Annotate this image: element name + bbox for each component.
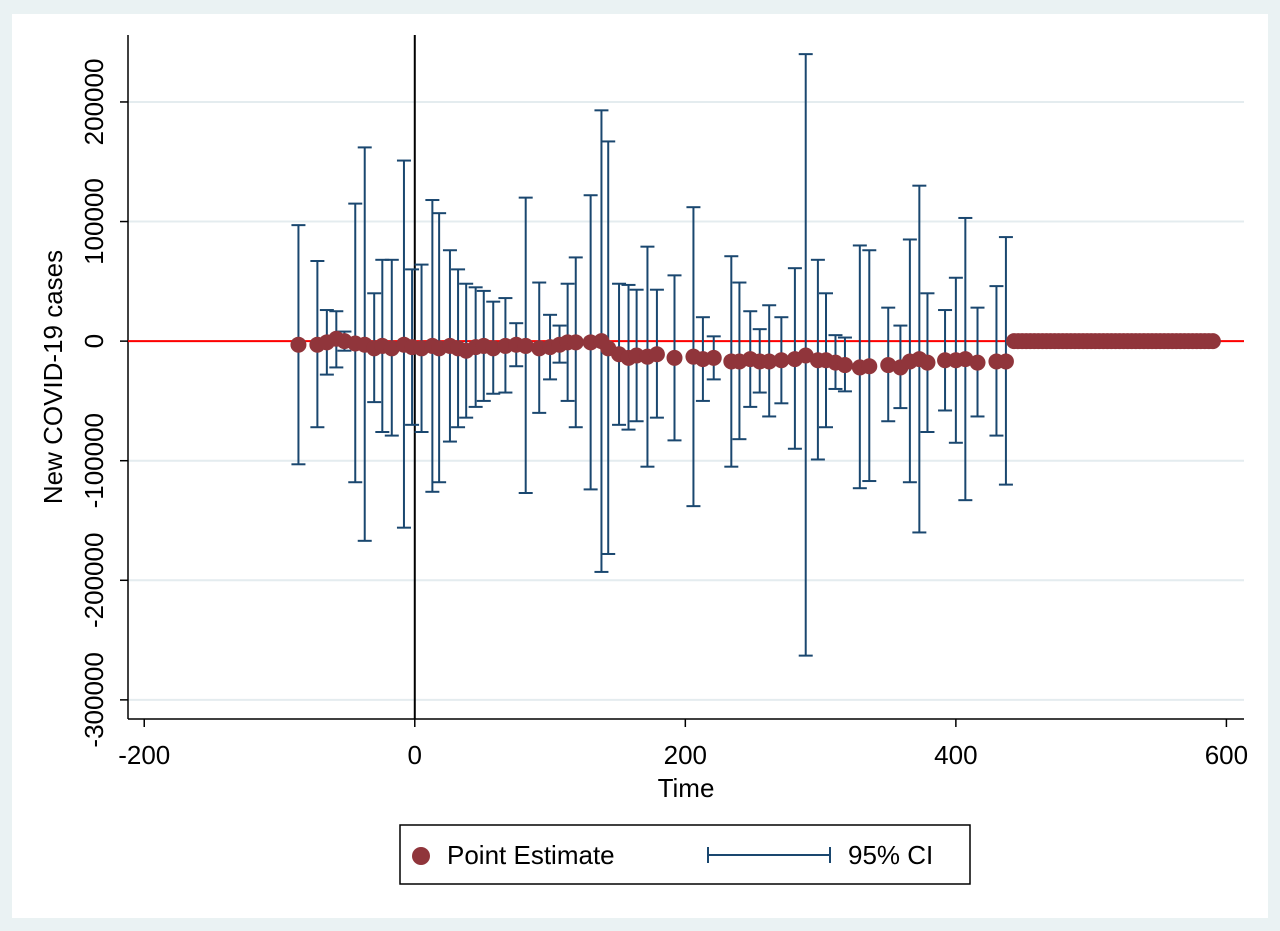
y-tick-label: -200000: [79, 533, 109, 628]
point: [705, 349, 722, 366]
y-tick-label: 200000: [79, 59, 109, 146]
x-tick-label: 400: [934, 740, 977, 770]
point: [517, 337, 534, 354]
point: [773, 352, 790, 369]
x-axis-label: Time: [658, 773, 715, 803]
legend-box: [399, 824, 971, 885]
point: [290, 336, 307, 353]
legend-label: 95% CI: [848, 840, 933, 870]
point: [880, 357, 897, 374]
x-tick-label: -200: [118, 740, 170, 770]
legend-label: Point Estimate: [447, 840, 615, 870]
y-tick-label: 100000: [79, 178, 109, 265]
y-tick-label: -300000: [79, 652, 109, 747]
point: [666, 349, 683, 366]
point: [836, 357, 853, 374]
x-tick-label: 200: [664, 740, 707, 770]
point: [383, 340, 400, 357]
y-tick-label: 0: [79, 334, 109, 348]
point: [1204, 333, 1221, 350]
legend-point: [412, 847, 430, 865]
point: [969, 354, 986, 371]
point: [648, 346, 665, 363]
y-tick-label: -100000: [79, 413, 109, 508]
plot-area: [128, 35, 1244, 719]
point: [485, 340, 502, 357]
point: [997, 353, 1014, 370]
point: [957, 351, 974, 368]
point: [761, 353, 778, 370]
y-axis-label: New COVID-19 cases: [38, 250, 68, 504]
point: [797, 347, 814, 364]
point: [567, 334, 584, 351]
x-tick-label: 600: [1205, 740, 1248, 770]
point: [861, 358, 878, 375]
point: [919, 354, 936, 371]
x-tick-label: 0: [408, 740, 422, 770]
